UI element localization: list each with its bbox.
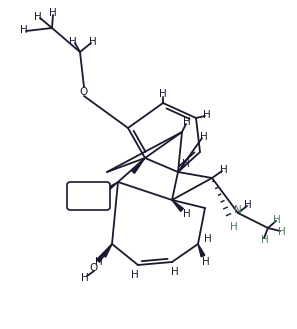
Text: H: H [273, 215, 281, 225]
Text: H: H [230, 222, 238, 232]
Polygon shape [97, 244, 112, 262]
Polygon shape [103, 182, 118, 194]
Text: H: H [182, 159, 190, 169]
Text: O: O [89, 263, 97, 273]
Text: H: H [96, 193, 104, 203]
Text: N: N [234, 205, 242, 215]
Text: H: H [159, 89, 167, 99]
Text: H: H [220, 165, 228, 175]
Text: H: H [278, 227, 286, 237]
Text: H: H [261, 235, 269, 245]
Text: H: H [202, 257, 210, 267]
Text: O: O [79, 87, 87, 97]
Text: H: H [203, 110, 211, 120]
Text: H: H [20, 25, 28, 35]
Text: H: H [81, 273, 89, 283]
Text: H: H [183, 209, 191, 219]
Polygon shape [132, 158, 145, 173]
Text: H: H [69, 37, 77, 47]
FancyBboxPatch shape [67, 182, 110, 210]
Polygon shape [102, 244, 112, 257]
Text: H: H [171, 267, 179, 277]
Text: H: H [89, 37, 97, 47]
Text: H: H [49, 8, 57, 18]
Text: H: H [200, 132, 208, 142]
Text: H: H [34, 12, 42, 22]
Text: H: H [131, 270, 139, 280]
Text: Abs: Abs [80, 191, 96, 200]
Text: H: H [95, 257, 103, 267]
Polygon shape [172, 200, 184, 212]
Polygon shape [198, 244, 205, 257]
Text: H: H [183, 117, 191, 127]
Text: H: H [244, 200, 252, 210]
Text: H: H [204, 234, 212, 244]
